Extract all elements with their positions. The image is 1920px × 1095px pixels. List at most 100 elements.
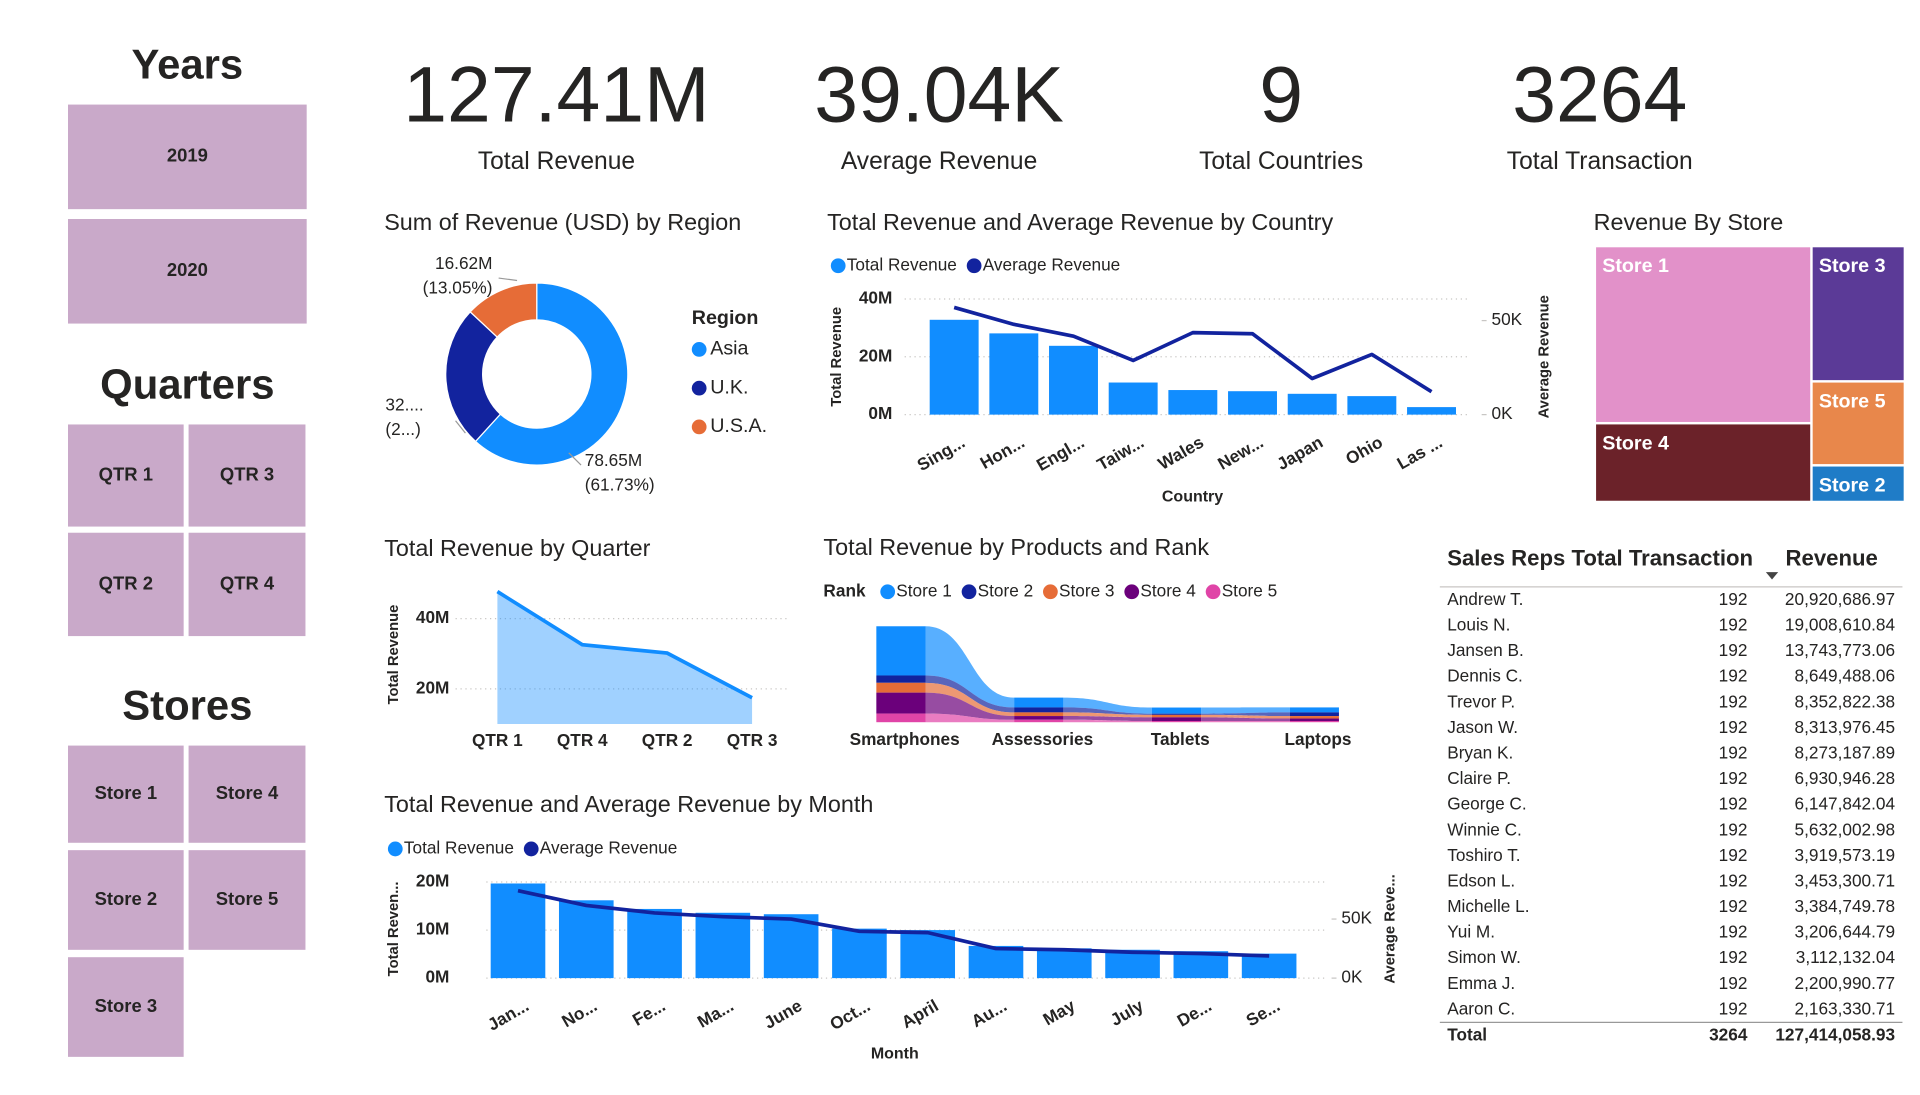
ribbon-bar xyxy=(876,682,926,693)
x-tick-label: De... xyxy=(1173,995,1215,1031)
legend-swatch xyxy=(880,584,896,600)
y-tick-label: 10M xyxy=(416,919,450,939)
slicer-label[interactable]: Store 4 xyxy=(216,782,279,803)
slicer-button[interactable] xyxy=(188,850,306,950)
tile-label: Store 2 xyxy=(1819,474,1886,496)
data-label: 78.65M xyxy=(585,450,642,470)
y-tick-label: 40M xyxy=(416,607,450,627)
table-header[interactable]: Total Transaction xyxy=(1571,546,1753,571)
x-tick-label: Jan... xyxy=(484,995,532,1034)
y2-axis-title: Average Revenue xyxy=(1536,295,1552,418)
slicer-button[interactable] xyxy=(68,219,307,324)
slicer-label[interactable]: QTR 4 xyxy=(220,572,275,593)
y-axis-title: Total Revenue xyxy=(829,307,845,407)
slicer-label[interactable]: Store 1 xyxy=(95,782,158,803)
slicer-button[interactable] xyxy=(68,532,184,637)
slicer-button[interactable] xyxy=(188,745,306,843)
x-tick-label: QTR 3 xyxy=(727,730,778,750)
table-cell: Emma J. xyxy=(1447,973,1515,993)
tile-label: Store 1 xyxy=(1602,255,1669,277)
kpi-value: 3264 xyxy=(1512,51,1687,139)
slicer-button[interactable] xyxy=(68,424,184,527)
table-cell: 192 xyxy=(1719,896,1748,916)
table-total: 127,414,058.93 xyxy=(1775,1024,1895,1044)
table-cell: 192 xyxy=(1719,589,1748,609)
treemap-tile xyxy=(1812,466,1904,501)
slicer-label[interactable]: QTR 1 xyxy=(99,463,153,484)
table-cell: Claire P. xyxy=(1447,768,1511,788)
slicer-label[interactable]: Store 3 xyxy=(95,995,158,1016)
slicer-label[interactable]: 2019 xyxy=(167,145,208,166)
ribbon-bar xyxy=(1151,713,1202,715)
y2-axis-title: Average Reve... xyxy=(1383,874,1399,983)
bar xyxy=(490,883,546,979)
ribbon-bar xyxy=(1151,717,1202,722)
leader-line xyxy=(568,452,582,466)
slicer-button[interactable] xyxy=(68,104,307,210)
ribbon-bar xyxy=(1289,721,1339,723)
slicer-button[interactable] xyxy=(188,424,306,527)
x-tick-label: QTR 1 xyxy=(472,730,523,750)
slicer-label[interactable]: Store 5 xyxy=(216,888,279,909)
chart-title: Total Revenue by Quarter xyxy=(384,535,650,561)
table-cell: 3,384,749.78 xyxy=(1795,896,1896,916)
ribbon-bar xyxy=(1014,707,1064,713)
kpi-label: Total Revenue xyxy=(478,148,635,175)
slicer-label[interactable]: QTR 3 xyxy=(220,463,274,484)
x-tick-label: Oct... xyxy=(826,995,873,1034)
x-tick-label: QTR 2 xyxy=(642,730,693,750)
legend-label: Total Revenue xyxy=(847,254,957,274)
legend-swatch xyxy=(1205,584,1221,600)
slicer-button[interactable] xyxy=(68,957,184,1057)
table-cell: 192 xyxy=(1719,845,1748,865)
ribbon-bar xyxy=(1014,697,1064,708)
slicer-button[interactable] xyxy=(68,850,184,950)
x-tick-label: No... xyxy=(558,995,600,1031)
data-label-percent: (13.05%) xyxy=(423,278,493,298)
x-tick-label: July xyxy=(1107,995,1147,1030)
table-cell: George C. xyxy=(1447,794,1526,814)
slicer-button[interactable] xyxy=(68,745,184,843)
slicer-label[interactable]: Store 2 xyxy=(95,888,158,909)
ribbon xyxy=(1201,712,1290,717)
kpi-label: Total Countries xyxy=(1199,148,1363,175)
chart-title: Total Revenue and Average Revenue by Cou… xyxy=(827,209,1333,235)
table-header[interactable]: Sales Reps xyxy=(1447,546,1565,571)
table-cell: 192 xyxy=(1719,870,1748,890)
table-cell: 8,273,187.89 xyxy=(1795,742,1896,762)
donut-slice xyxy=(469,282,538,338)
legend-swatch xyxy=(1043,584,1058,600)
table-cell: 192 xyxy=(1719,615,1748,635)
legend-swatch xyxy=(961,584,977,600)
slicer-button[interactable] xyxy=(188,532,306,637)
bar xyxy=(968,945,1024,979)
bar xyxy=(989,333,1039,415)
y2-tick-label: 0K xyxy=(1492,403,1514,423)
bar xyxy=(1287,393,1337,415)
table-cell: 192 xyxy=(1719,666,1748,686)
table-cell: Trevor P. xyxy=(1447,691,1515,711)
ribbon-bar xyxy=(1151,714,1202,718)
table-cell: 192 xyxy=(1719,742,1748,762)
line-series xyxy=(517,888,1270,958)
y-tick-label: 20M xyxy=(416,871,450,891)
ribbon xyxy=(1063,716,1152,722)
sort-indicator xyxy=(1765,572,1779,580)
slicer-label[interactable]: QTR 2 xyxy=(99,572,153,593)
ribbon xyxy=(1201,714,1290,719)
ribbon xyxy=(1201,717,1290,722)
ribbon-bar xyxy=(1014,719,1064,723)
kpi-value: 39.04K xyxy=(814,51,1064,139)
x-tick-label: May xyxy=(1039,995,1078,1029)
x-tick-label: Wales xyxy=(1154,432,1207,474)
bar xyxy=(929,319,979,415)
table-cell: 3,919,573.19 xyxy=(1795,845,1896,865)
table-header[interactable]: Revenue xyxy=(1786,546,1878,571)
ribbon-bar xyxy=(1289,712,1339,717)
slicer-label[interactable]: 2020 xyxy=(167,259,208,280)
slicer-title: Quarters xyxy=(100,361,274,408)
x-tick-label: QTR 4 xyxy=(557,730,608,750)
data-label-percent: (2...) xyxy=(385,419,420,439)
table-cell: Jansen B. xyxy=(1447,640,1524,660)
y-axis-title: Total Reven... xyxy=(386,881,402,976)
